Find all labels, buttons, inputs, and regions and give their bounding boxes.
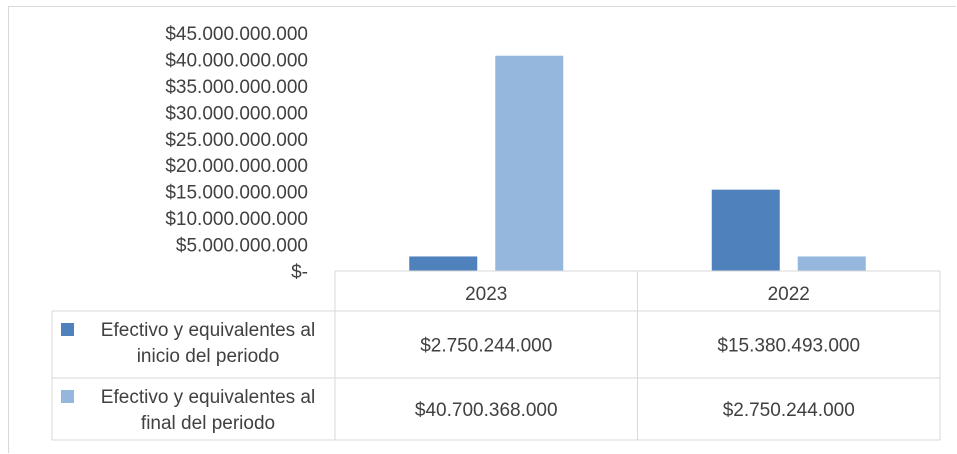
bar-series1-2023 [409, 256, 478, 271]
x-category-label: 2022 [768, 284, 810, 305]
y-tick-label: $5.000.000.000 [176, 236, 308, 257]
y-tick-label: $15.000.000.000 [165, 183, 308, 204]
legend-label: Efectivo y equivalentes al [101, 387, 315, 408]
legend-label: inicio del periodo [137, 346, 280, 367]
y-tick-label: $25.000.000.000 [165, 130, 308, 151]
y-tick-label: $40.000.000.000 [165, 50, 308, 71]
table-value-cell: $40.700.368.000 [415, 400, 558, 421]
x-category-label: 2023 [465, 284, 507, 305]
table-value-cell: $2.750.244.000 [420, 336, 552, 357]
bar-series1-2022 [711, 189, 780, 271]
legend-label: final del periodo [141, 413, 275, 434]
y-tick-label: $20.000.000.000 [165, 156, 308, 177]
data-table: 2023 2022 Efectivo y equivalentes al inicio… [51, 270, 941, 441]
legend-label: Efectivo y equivalentes al [101, 320, 315, 341]
y-tick-label: $- [291, 262, 308, 283]
y-tick-label: $30.000.000.000 [165, 103, 308, 124]
y-axis: $- $5.000.000.000 $10.000.000.000 $15.000.0… [165, 24, 308, 283]
table-value-cell: $2.750.244.000 [723, 400, 855, 421]
bars-layer [409, 55, 866, 271]
y-tick-label: $35.000.000.000 [165, 77, 308, 98]
y-tick-label: $45.000.000.000 [165, 24, 308, 45]
legend-key-series2 [61, 390, 74, 403]
legend-key-series1 [61, 323, 74, 336]
y-tick-label: $10.000.000.000 [165, 209, 308, 230]
table-value-cell: $15.380.493.000 [717, 336, 860, 357]
bar-series2-2023 [495, 55, 564, 271]
bar-series2-2022 [797, 256, 866, 271]
chart-frame [8, 6, 956, 453]
